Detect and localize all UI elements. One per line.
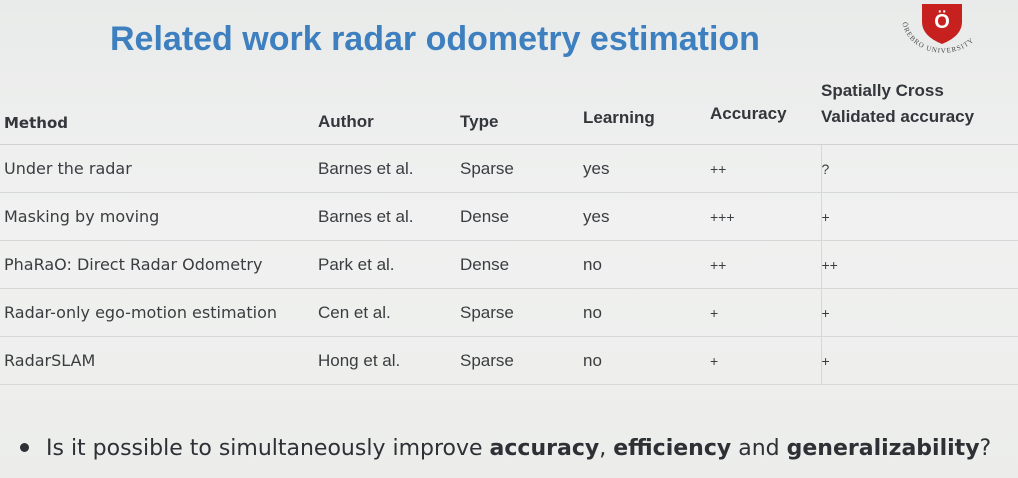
header-learning: Learning — [583, 78, 710, 145]
table-row: Under the radar Barnes et al. Sparse yes… — [0, 144, 1018, 193]
cell-method: Under the radar — [0, 144, 318, 193]
cell-learning: no — [583, 288, 710, 337]
cell-type: Dense — [460, 240, 583, 289]
bullet-bold-generalizability: generalizability — [786, 436, 980, 461]
header-accuracy: Accuracy — [710, 78, 821, 145]
cell-scv-accuracy: + — [820, 336, 1018, 385]
cell-author: Park et al. — [318, 240, 460, 289]
cell-learning: yes — [583, 144, 710, 193]
table-row: PhaRaO: Direct Radar Odometry Park et al… — [0, 240, 1018, 289]
bullet-text-pre: Is it possible to simultaneously improve — [46, 436, 490, 461]
cell-scv-accuracy: + — [820, 288, 1018, 337]
cell-scv-accuracy: ++ — [820, 240, 1018, 289]
cell-learning: no — [583, 240, 710, 289]
cell-type: Sparse — [460, 144, 583, 193]
header-spatially-cross-validated: Spatially Cross Validated accuracy — [821, 78, 1018, 145]
header-scv-line2: Validated accuracy — [821, 107, 975, 126]
cell-method: RadarSLAM — [0, 336, 318, 385]
cell-author: Cen et al. — [318, 288, 460, 337]
bullet-text-post: ? — [979, 436, 992, 461]
cell-learning: no — [583, 336, 710, 385]
cell-accuracy: +++ — [710, 192, 821, 241]
table-row: RadarSLAM Hong et al. Sparse no + + — [0, 336, 1018, 385]
header-scv-line1: Spatially Cross — [821, 81, 944, 100]
cell-scv-accuracy: + — [820, 192, 1018, 241]
bullet-dot-icon — [20, 442, 29, 452]
orebro-university-logo: Ö ÖREBRO UNIVERSITY — [900, 4, 975, 55]
table-row: Masking by moving Barnes et al. Dense ye… — [0, 192, 1018, 241]
cell-scv-accuracy: ? — [820, 144, 1018, 193]
bullet-sep2: and — [731, 436, 787, 461]
cell-accuracy: + — [710, 288, 821, 337]
svg-text:Ö: Ö — [934, 10, 950, 33]
cell-type: Sparse — [460, 288, 583, 337]
table-header-row: Method Author Type Learning Accuracy Spa… — [0, 78, 1018, 145]
bullet-sep1: , — [599, 436, 614, 461]
bullet-bold-efficiency: efficiency — [613, 436, 732, 461]
cell-type: Dense — [460, 192, 583, 241]
cell-method: PhaRaO: Direct Radar Odometry — [0, 240, 318, 289]
cell-method: Radar-only ego-motion estimation — [0, 288, 318, 337]
cell-type: Sparse — [460, 336, 583, 385]
cell-accuracy: ++ — [710, 240, 821, 289]
cell-author: Barnes et al. — [318, 192, 460, 241]
header-type: Type — [460, 78, 583, 145]
bullet-bold-accuracy: accuracy — [489, 436, 600, 461]
table-row: Radar-only ego-motion estimation Cen et … — [0, 288, 1018, 337]
slide-title: Related work radar odometry estimation — [110, 20, 760, 58]
cell-author: Barnes et al. — [318, 144, 460, 193]
related-work-table: Method Author Type Learning Accuracy Spa… — [0, 78, 1018, 385]
cell-learning: yes — [583, 192, 710, 241]
header-author: Author — [318, 78, 460, 145]
bullet-question: Is it possible to simultaneously improve… — [20, 436, 991, 461]
cell-accuracy: + — [710, 336, 821, 385]
header-method: Method — [0, 78, 318, 145]
cell-author: Hong et al. — [318, 336, 460, 385]
cell-method: Masking by moving — [0, 192, 318, 241]
cell-accuracy: ++ — [710, 144, 821, 193]
